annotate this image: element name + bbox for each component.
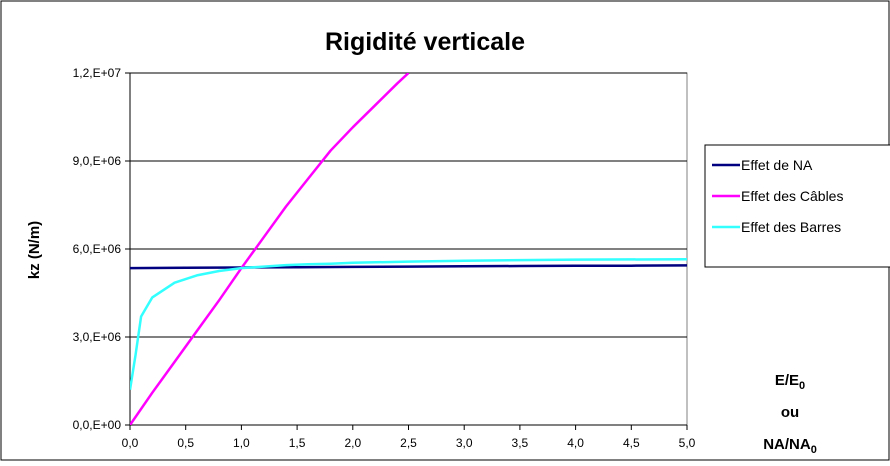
x-tick-label: 4,5 bbox=[623, 436, 640, 450]
x-tick-label: 1,0 bbox=[233, 436, 250, 450]
legend-label: Effet des Barres bbox=[741, 219, 841, 235]
y-axis-label: kz (N/m) bbox=[26, 221, 43, 279]
x-axis-label-line-1-sub: 0 bbox=[799, 380, 805, 392]
x-axis-label-line-3: NA/NA0 bbox=[763, 436, 817, 456]
x-axis-label-line-3-main: NA/NA bbox=[763, 436, 811, 453]
y-tick-label: 3,0,E+06 bbox=[73, 330, 122, 344]
legend-label: Effet des Câbles bbox=[741, 188, 843, 204]
series-line-1 bbox=[130, 264, 687, 270]
x-tick-label: 2,5 bbox=[400, 436, 417, 450]
series-line-3 bbox=[130, 258, 687, 390]
x-tick-label: 0,0 bbox=[122, 436, 139, 450]
x-tick-labels: 0,0 0,5 1,0 1,5 2,0 2,5 3,0 3,5 4,0 4,5 5,0 bbox=[122, 436, 696, 450]
x-tick-label: 3,0 bbox=[456, 436, 473, 450]
x-tick-label: 4,0 bbox=[567, 436, 584, 450]
legend-label: Effet de NA bbox=[741, 157, 813, 173]
legend-items: Effet de NA Effet des Câbles Effet des Bar… bbox=[712, 157, 843, 235]
axis-layer bbox=[125, 72, 688, 430]
y-tick-label: 1,2,E+07 bbox=[73, 66, 122, 80]
series-line-2 bbox=[130, 73, 410, 425]
chart-title: Rigidité verticale bbox=[325, 28, 525, 56]
y-tick-label: 6,0,E+06 bbox=[73, 242, 122, 256]
x-tick-label: 1,5 bbox=[289, 436, 306, 450]
series-layer bbox=[130, 73, 687, 425]
legend: Effet de NA Effet des Câbles Effet des Bar… bbox=[704, 144, 890, 268]
x-axis-label: E/E0 ou NA/NA0 bbox=[763, 372, 817, 456]
x-tick-label: 0,5 bbox=[177, 436, 194, 450]
x-axis-label-line-1: E/E0 bbox=[775, 372, 805, 392]
y-tick-label: 9,0,E+06 bbox=[73, 154, 122, 168]
x-tick-label: 5,0 bbox=[679, 436, 696, 450]
x-axis-label-line-1-main: E/E bbox=[775, 372, 799, 389]
x-axis-label-line-3-sub: 0 bbox=[811, 444, 817, 456]
y-tick-labels: 0,0,E+00 3,0,E+06 6,0,E+06 9,0,E+06 1,2,E+07 bbox=[73, 66, 122, 432]
x-axis-label-line-2-main: ou bbox=[781, 404, 799, 421]
x-axis-label-line-2: ou bbox=[781, 404, 799, 421]
y-tick-label: 0,0,E+00 bbox=[73, 418, 122, 432]
x-tick-label: 2,0 bbox=[344, 436, 361, 450]
x-tick-label: 3,5 bbox=[512, 436, 529, 450]
